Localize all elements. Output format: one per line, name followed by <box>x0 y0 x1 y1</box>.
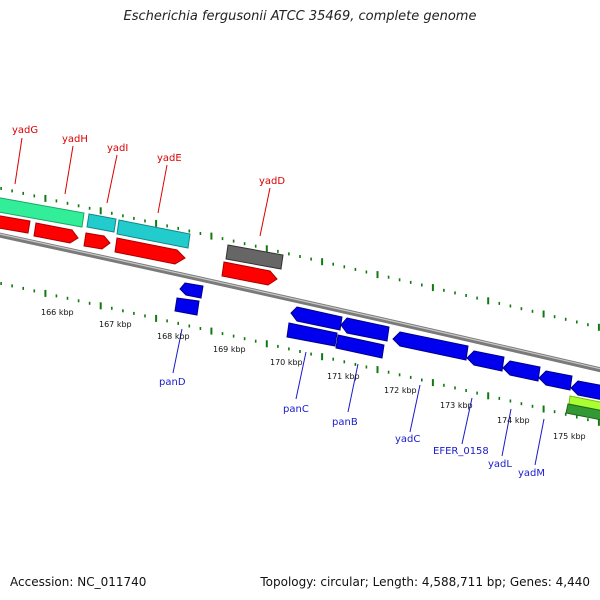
leader-line-yadE <box>157 164 168 214</box>
cds-arrow-panC-top[interactable] <box>290 306 343 331</box>
gene-label-panD[interactable]: panD <box>159 377 186 388</box>
gene-label-panC[interactable]: panC <box>283 404 309 415</box>
scale-label: 173 kbp <box>440 401 473 410</box>
cds-arrow-yadL[interactable] <box>502 360 541 382</box>
gene-label-yadI[interactable]: yadI <box>107 143 128 154</box>
orf-box[interactable] <box>0 197 85 228</box>
leader-line-yadM <box>534 418 545 466</box>
genome-summary: Topology: circular; Length: 4,588,711 bp… <box>260 575 590 589</box>
leader-line-yadL <box>501 408 512 457</box>
scale-label: 169 kbp <box>213 345 246 354</box>
orf-box[interactable] <box>116 219 191 249</box>
forward-orf-row <box>0 197 284 270</box>
forward-label-lines <box>14 137 271 237</box>
scale-label: 166 kbp <box>41 308 74 317</box>
outer-tick-track <box>0 187 600 331</box>
scale-label: 168 kbp <box>157 332 190 341</box>
scale-label: 174 kbp <box>497 416 530 425</box>
cds-arrow-panB-top[interactable] <box>340 317 390 342</box>
cds-arrow-panB[interactable] <box>335 334 385 359</box>
scale-label: 170 kbp <box>270 358 303 367</box>
leader-line-yadG <box>14 137 23 185</box>
scale-label: 172 kbp <box>384 386 417 395</box>
orf-box[interactable] <box>225 244 284 270</box>
cds-arrow-yadD[interactable] <box>221 261 278 286</box>
gene-label-yadM[interactable]: yadM <box>518 468 545 479</box>
cds-arrow-next[interactable] <box>570 380 600 400</box>
gene-label-yadH[interactable]: yadH <box>62 134 88 145</box>
leader-line-panB <box>347 363 359 413</box>
genome-backbone <box>0 232 600 373</box>
gene-label-yadE[interactable]: yadE <box>157 153 182 164</box>
scale-label: 167 kbp <box>99 320 132 329</box>
cds-arrow-panD-a[interactable] <box>179 282 204 299</box>
cds-arrow-yadH[interactable] <box>33 222 79 244</box>
cds-arrow-yadC[interactable] <box>392 331 469 361</box>
scale-label: 175 kbp <box>553 432 586 441</box>
scale-label: 171 kbp <box>327 372 360 381</box>
reverse-label-lines <box>172 328 545 466</box>
orf-box[interactable] <box>565 403 600 421</box>
map-title: Escherichia fergusonii ATCC 35469, compl… <box>123 9 477 24</box>
reverse-labels: panD panC panB yadC EFER_0158 yadL yadM <box>159 377 545 479</box>
scale-labels: 166 kbp 167 kbp 168 kbp 169 kbp 170 kbp … <box>41 308 586 441</box>
leader-line-yadD <box>259 187 271 237</box>
gene-label-EFER_0158[interactable]: EFER_0158 <box>433 446 489 457</box>
cds-arrow-panC[interactable] <box>286 322 338 347</box>
inner-tick-track <box>0 282 600 426</box>
orf-box[interactable] <box>86 213 117 233</box>
accession-label: Accession: NC_011740 <box>10 575 147 589</box>
orf-box[interactable] <box>568 395 600 411</box>
cds-arrow-yadE[interactable] <box>114 237 186 265</box>
cds-arrow-EFER_0158[interactable] <box>466 350 505 372</box>
gene-label-yadG[interactable]: yadG <box>12 125 38 136</box>
gene-label-yadL[interactable]: yadL <box>488 459 512 470</box>
genome-backbone-highlight <box>0 233 600 370</box>
leader-line-yadC <box>409 384 421 433</box>
forward-labels: yadG yadH yadI yadE yadD <box>12 125 285 187</box>
gene-label-panB[interactable]: panB <box>332 417 358 428</box>
leader-line-panC <box>295 351 307 400</box>
cds-arrow-yadI[interactable] <box>83 232 111 250</box>
gene-label-yadD[interactable]: yadD <box>259 176 285 187</box>
leader-line-EFER_0158 <box>461 397 473 445</box>
forward-cds-row <box>0 215 278 286</box>
gene-label-yadC[interactable]: yadC <box>395 434 420 445</box>
reverse-cds-row <box>174 282 600 400</box>
cds-arrow-panD[interactable] <box>174 297 200 316</box>
leader-line-panD <box>172 328 183 374</box>
reverse-orf-row <box>565 395 600 421</box>
cds-arrow-yadG[interactable] <box>0 215 31 234</box>
cds-arrow-yadM[interactable] <box>538 370 573 391</box>
leader-line-yadI <box>106 154 118 204</box>
leader-line-yadH <box>64 145 74 195</box>
